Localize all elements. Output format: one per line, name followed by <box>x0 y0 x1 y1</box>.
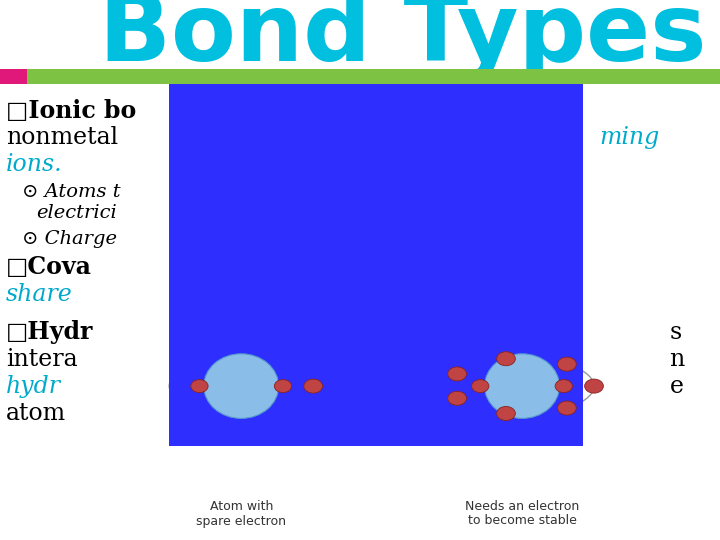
Text: atom: atom <box>6 402 66 424</box>
Text: e: e <box>670 375 683 397</box>
Circle shape <box>557 401 576 415</box>
Ellipse shape <box>204 354 279 418</box>
Text: n: n <box>670 348 685 370</box>
Circle shape <box>555 380 572 393</box>
Circle shape <box>274 380 292 393</box>
Circle shape <box>472 380 489 393</box>
Text: s: s <box>670 321 682 343</box>
Circle shape <box>191 380 208 393</box>
Text: Needs an electron
to become stable: Needs an electron to become stable <box>465 500 579 528</box>
Text: Atom with
spare electron: Atom with spare electron <box>196 500 287 528</box>
Text: intera: intera <box>6 348 77 370</box>
Text: hydr: hydr <box>6 375 60 397</box>
Circle shape <box>497 407 516 421</box>
Bar <box>0 69 27 84</box>
Circle shape <box>497 352 516 366</box>
Ellipse shape <box>485 354 559 418</box>
Text: ming: ming <box>599 126 660 149</box>
Circle shape <box>448 367 467 381</box>
Text: share: share <box>6 283 73 306</box>
Text: ⊙ Charge: ⊙ Charge <box>22 230 117 248</box>
Text: Bond Types: Bond Types <box>99 0 707 81</box>
Text: ⊙ Atoms t: ⊙ Atoms t <box>22 183 120 201</box>
Circle shape <box>304 379 323 393</box>
Text: electrici: electrici <box>36 204 117 222</box>
Bar <box>169 84 583 445</box>
Text: □Cova: □Cova <box>6 255 91 279</box>
Circle shape <box>557 357 576 371</box>
Text: □Hydr: □Hydr <box>6 320 93 344</box>
Text: nonmetal: nonmetal <box>6 126 118 149</box>
Bar <box>27 69 720 84</box>
Text: □Ionic bo: □Ionic bo <box>6 99 136 123</box>
Text: ions.: ions. <box>6 153 63 176</box>
Circle shape <box>448 392 467 406</box>
Circle shape <box>585 379 603 393</box>
